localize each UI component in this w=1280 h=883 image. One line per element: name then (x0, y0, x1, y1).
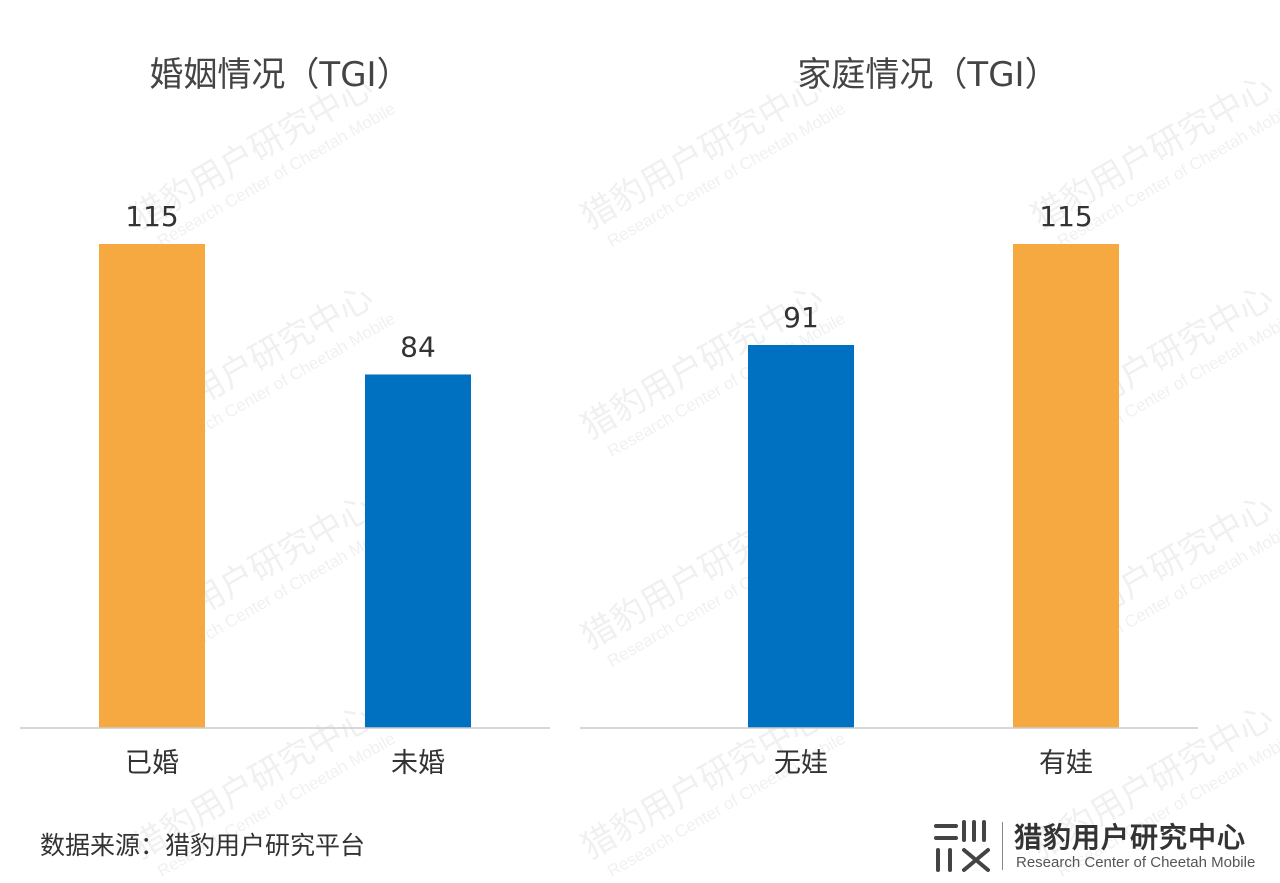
category-label: 已婚 (125, 748, 179, 779)
bar-value-label: 91 (783, 301, 819, 334)
watermark-name: 猎豹用户研究中心 (575, 67, 831, 238)
chart-panel-2: 家庭情况（TGI） 91 无娃 115 有娃 (580, 55, 1198, 779)
bar-1 (748, 345, 854, 728)
logo-name: 猎豹用户研究中心 (1014, 821, 1247, 854)
bar-2 (1013, 244, 1119, 728)
chart-title: 婚姻情况（TGI） (149, 55, 410, 95)
logo-mark-icon (934, 820, 990, 872)
bar-value-label: 115 (1039, 200, 1092, 233)
category-label: 未婚 (391, 748, 445, 779)
category-label: 无娃 (774, 748, 828, 779)
bar-2 (365, 374, 471, 728)
bar-value-label: 84 (400, 330, 436, 363)
bar-value-label: 115 (125, 200, 178, 233)
data-source-note: 数据来源：猎豹用户研究平台 (40, 831, 366, 860)
logo-subtitle: Research Center of Cheetah Mobile (1016, 854, 1256, 871)
category-label: 有娃 (1039, 748, 1093, 779)
charts-layer: 婚姻情况（TGI） 115 已婚 84 未婚 家庭情况（TGI） 91 无娃 115 有娃 (20, 55, 1198, 779)
chart-title: 家庭情况（TGI） (797, 55, 1058, 95)
chart-panel-1: 婚姻情况（TGI） 115 已婚 84 未婚 (20, 55, 550, 779)
brand-logo: 猎豹用户研究中心 Research Center of Cheetah Mobi… (930, 816, 1270, 876)
bar-1 (99, 244, 205, 728)
logo-divider (1002, 822, 1003, 870)
